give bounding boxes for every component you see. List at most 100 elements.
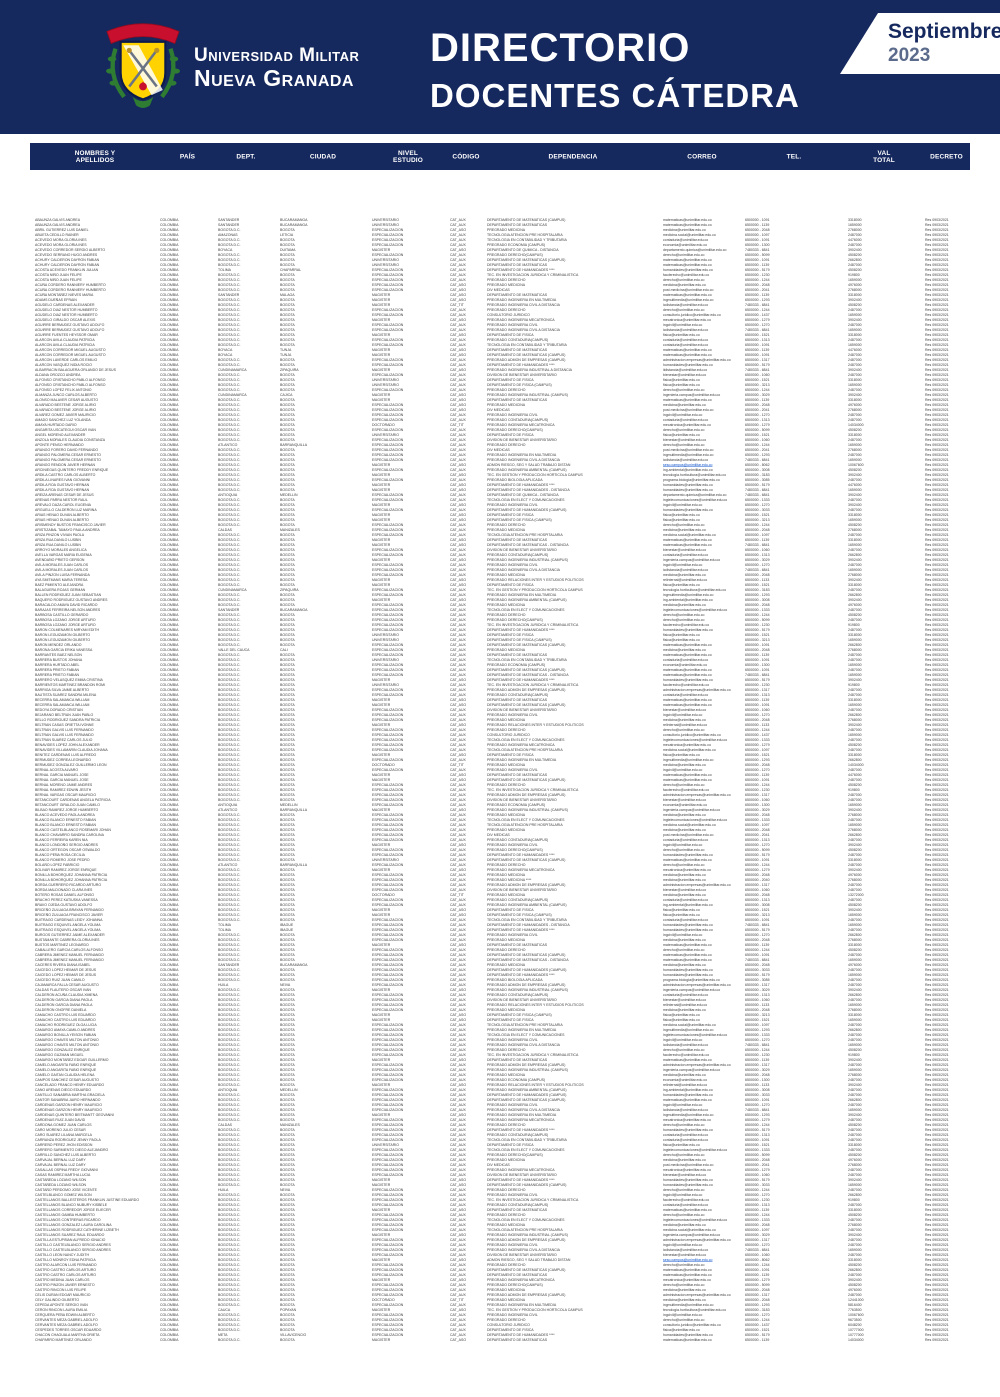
cell-decreto: Res 0903/2021	[925, 258, 949, 263]
cell-pais: COLOMBIA	[160, 428, 179, 433]
cell-dependencia: TECNOLOGIA EN CONTABILIDAD Y TRIBUTARIA	[487, 918, 567, 923]
cell-correo: matematicas@unimilitar.edu.co	[663, 943, 712, 948]
cell-correo: derecho@unimilitar.edu.co	[663, 613, 705, 618]
cell-dependencia: DEPARTAMENTO DE HUMANIDADES ****	[487, 973, 555, 978]
cell-codigo: CAT_AUX	[450, 793, 466, 798]
cell-decreto: Res 0903/2021	[925, 723, 949, 728]
cell-nombre: ACUÑA CORDERO RANNIERY HUMBERTO	[35, 283, 106, 288]
cell-pais: COLOMBIA	[160, 343, 179, 348]
cell-decreto: Res 0903/2021	[925, 1083, 949, 1088]
cell-pais: COLOMBIA	[160, 793, 179, 798]
cell-pais: COLOMBIA	[160, 338, 179, 343]
cell-ciudad: IBAGUE	[280, 923, 294, 928]
cell-tel: 7480333 - 6841	[745, 923, 770, 928]
cell-decreto: Res 0903/2021	[925, 783, 949, 788]
cell-codigo: CAT_AUX	[450, 633, 466, 638]
cell-dept: BOGOTA D.C.	[218, 338, 241, 343]
cell-pais: COLOMBIA	[160, 1118, 179, 1123]
cell-nivel: MAGISTER	[372, 303, 391, 308]
cell-nombre: ARISMENDY BUSTOS FRANCISCO JAVIER	[35, 523, 106, 528]
table-row: CARDONA GOMEZ JUAN CARLOS COLOMBIA CALDAS M…	[35, 1123, 970, 1128]
cell-tel: 6500000 - 2048	[745, 1288, 770, 1293]
cell-nombre: CERVANTES MEZA GABRIEL ADOLFO	[35, 1323, 98, 1328]
cell-dependencia: PREGRADO INGENIERIA INDUSTRIAL (CAMPUS)	[487, 1233, 568, 1238]
cell-tel: 6500000 - 5179	[745, 1178, 770, 1183]
cell-dependencia: DEPARTAMENTO DE MATEMATICAS (CAMPUS)	[487, 218, 566, 223]
cell-val: 3318000	[848, 943, 862, 948]
cell-correo: contaduria@unimilitar.edu.co	[663, 238, 709, 243]
table-row: BELTRAN SUAREZ CARLOS JULIO COLOMBIA BOGOT…	[35, 738, 970, 743]
cell-ciudad: BOGOTA	[280, 673, 295, 678]
cell-dependencia: PREGRADO MEDICINA	[487, 1158, 526, 1163]
table-row: AMAYA HURTADO DARIO COLOMBIA BOGOTA D.C. BO…	[35, 423, 970, 428]
cell-decreto: Res 0903/2021	[925, 693, 949, 698]
cell-codigo: CAT_ASO	[450, 1208, 467, 1213]
cell-decreto: Res 0903/2021	[925, 803, 949, 808]
cell-pais: COLOMBIA	[160, 1188, 179, 1193]
cell-nivel: MAGISTER	[372, 773, 391, 778]
cell-nivel: ESPECIALIZACION	[372, 1253, 404, 1258]
cell-nivel: ESPECIALIZACION	[372, 928, 404, 933]
cell-val: 1659000	[848, 443, 862, 448]
cell-nivel: ESPECIALIZACION	[372, 568, 404, 573]
cell-val: 2487000	[848, 888, 862, 893]
cell-dependencia: DEPARTAMENTO DE MATEMATICAS	[487, 538, 548, 543]
cell-pais: COLOMBIA	[160, 653, 179, 658]
cell-dept: BOGOTA D.C.	[218, 663, 241, 668]
cell-ciudad: MANIZALES	[280, 1123, 300, 1128]
cell-pais: COLOMBIA	[160, 393, 179, 398]
cell-tel: 6500000 - 1091	[745, 668, 770, 673]
cell-val: 2487000	[848, 1253, 862, 1258]
cell-val: 2487000	[848, 1093, 862, 1098]
cell-tel: 6500000 - 1521	[745, 1143, 770, 1148]
cell-decreto: Res 0903/2021	[925, 333, 949, 338]
cell-nombre: BARON MENDEZ ORLANDO	[35, 643, 82, 648]
cell-dept: BOGOTA D.C.	[218, 488, 241, 493]
table-row: BOLAÑO LOPEZ FABRICIO COLOMBIA ATLANTICO BA…	[35, 863, 970, 868]
cell-ciudad: BOGOTA	[280, 598, 295, 603]
cell-decreto: Res 0903/2021	[925, 1183, 949, 1188]
university-name-line1: Universidad Militar	[194, 45, 360, 66]
cell-correo[interactable]: seso.campus@unimilitar.edu.co	[663, 463, 713, 468]
table-row: AVILA PINZON LUISA FERNANDA COLOMBIA BOGOT…	[35, 573, 970, 578]
cell-dependencia: TECNOLOGIA EN ELECT Y COMUNICACIONES	[487, 1148, 565, 1153]
cell-codigo: CAT_AUX	[450, 588, 466, 593]
cell-nombre: ALVARADO BESTENE JORGE ALIRIO	[35, 403, 97, 408]
cell-dept: BOGOTA D.C.	[218, 1193, 241, 1198]
cell-codigo: CAT_TIT	[450, 893, 464, 898]
cell-nivel: MAGISTER	[372, 318, 391, 323]
cell-dependencia: DEPARTAMENTO DE FISICA	[487, 333, 534, 338]
cell-pais: COLOMBIA	[160, 1063, 179, 1068]
cell-val: 2487000	[848, 1103, 862, 1108]
cell-ciudad: BOGOTA	[280, 853, 295, 858]
cell-codigo: CAT_AUX	[450, 833, 466, 838]
cell-dependencia: PREGRADO MEDICINA	[487, 1008, 526, 1013]
cell-nombre: BEJARANO BELTRAN JUAN PABLO	[35, 713, 94, 718]
cell-nivel: ESPECIALIZACION	[372, 923, 404, 928]
cell-pais: COLOMBIA	[160, 628, 179, 633]
cell-dept: BOGOTA D.C.	[218, 1283, 241, 1288]
cell-nombre: BARRERA PRIETO FABIAN	[35, 668, 80, 673]
cell-dept: BOGOTA D.C.	[218, 878, 241, 883]
cell-decreto: Res 0903/2021	[925, 808, 949, 813]
cell-ciudad: BOGOTA	[280, 748, 295, 753]
cell-tel: 6500000 - 2048	[745, 1158, 770, 1163]
cell-pais: COLOMBIA	[160, 1223, 179, 1228]
cell-pais: COLOMBIA	[160, 573, 179, 578]
cell-tel: 6500000 - 3029	[745, 558, 770, 563]
cell-dependencia: DIVISION DE BIENESTAR UNIVERSITARIO	[487, 373, 557, 378]
cell-val: 3318000	[848, 378, 862, 383]
cell-decreto: Res 0903/2021	[925, 1168, 949, 1173]
table-row: CASTRO RINCON LUIS FELIPE COLOMBIA BOGOTA …	[35, 1288, 970, 1293]
cell-val: 4508200	[848, 268, 862, 273]
cell-val: 2487000	[848, 323, 862, 328]
cell-nombre: ALDANA OROZCO ANDREA	[35, 373, 81, 378]
cell-correo: facderecho@unimilitar.edu.co	[663, 1053, 710, 1058]
cell-correo[interactable]: seso.campus@unimilitar.edu.co	[663, 1258, 713, 1263]
cell-decreto: Res 0903/2021	[925, 753, 949, 758]
cell-nivel: ESPECIALIZACION	[372, 553, 404, 558]
cell-ciudad: BOGOTA	[280, 678, 295, 683]
cell-tel: 6500000 - 1313	[745, 898, 770, 903]
cell-nombre: CARDENAS GARZON HENRY MAURICIO	[35, 1108, 102, 1113]
cell-decreto: Res 0903/2021	[925, 938, 949, 943]
